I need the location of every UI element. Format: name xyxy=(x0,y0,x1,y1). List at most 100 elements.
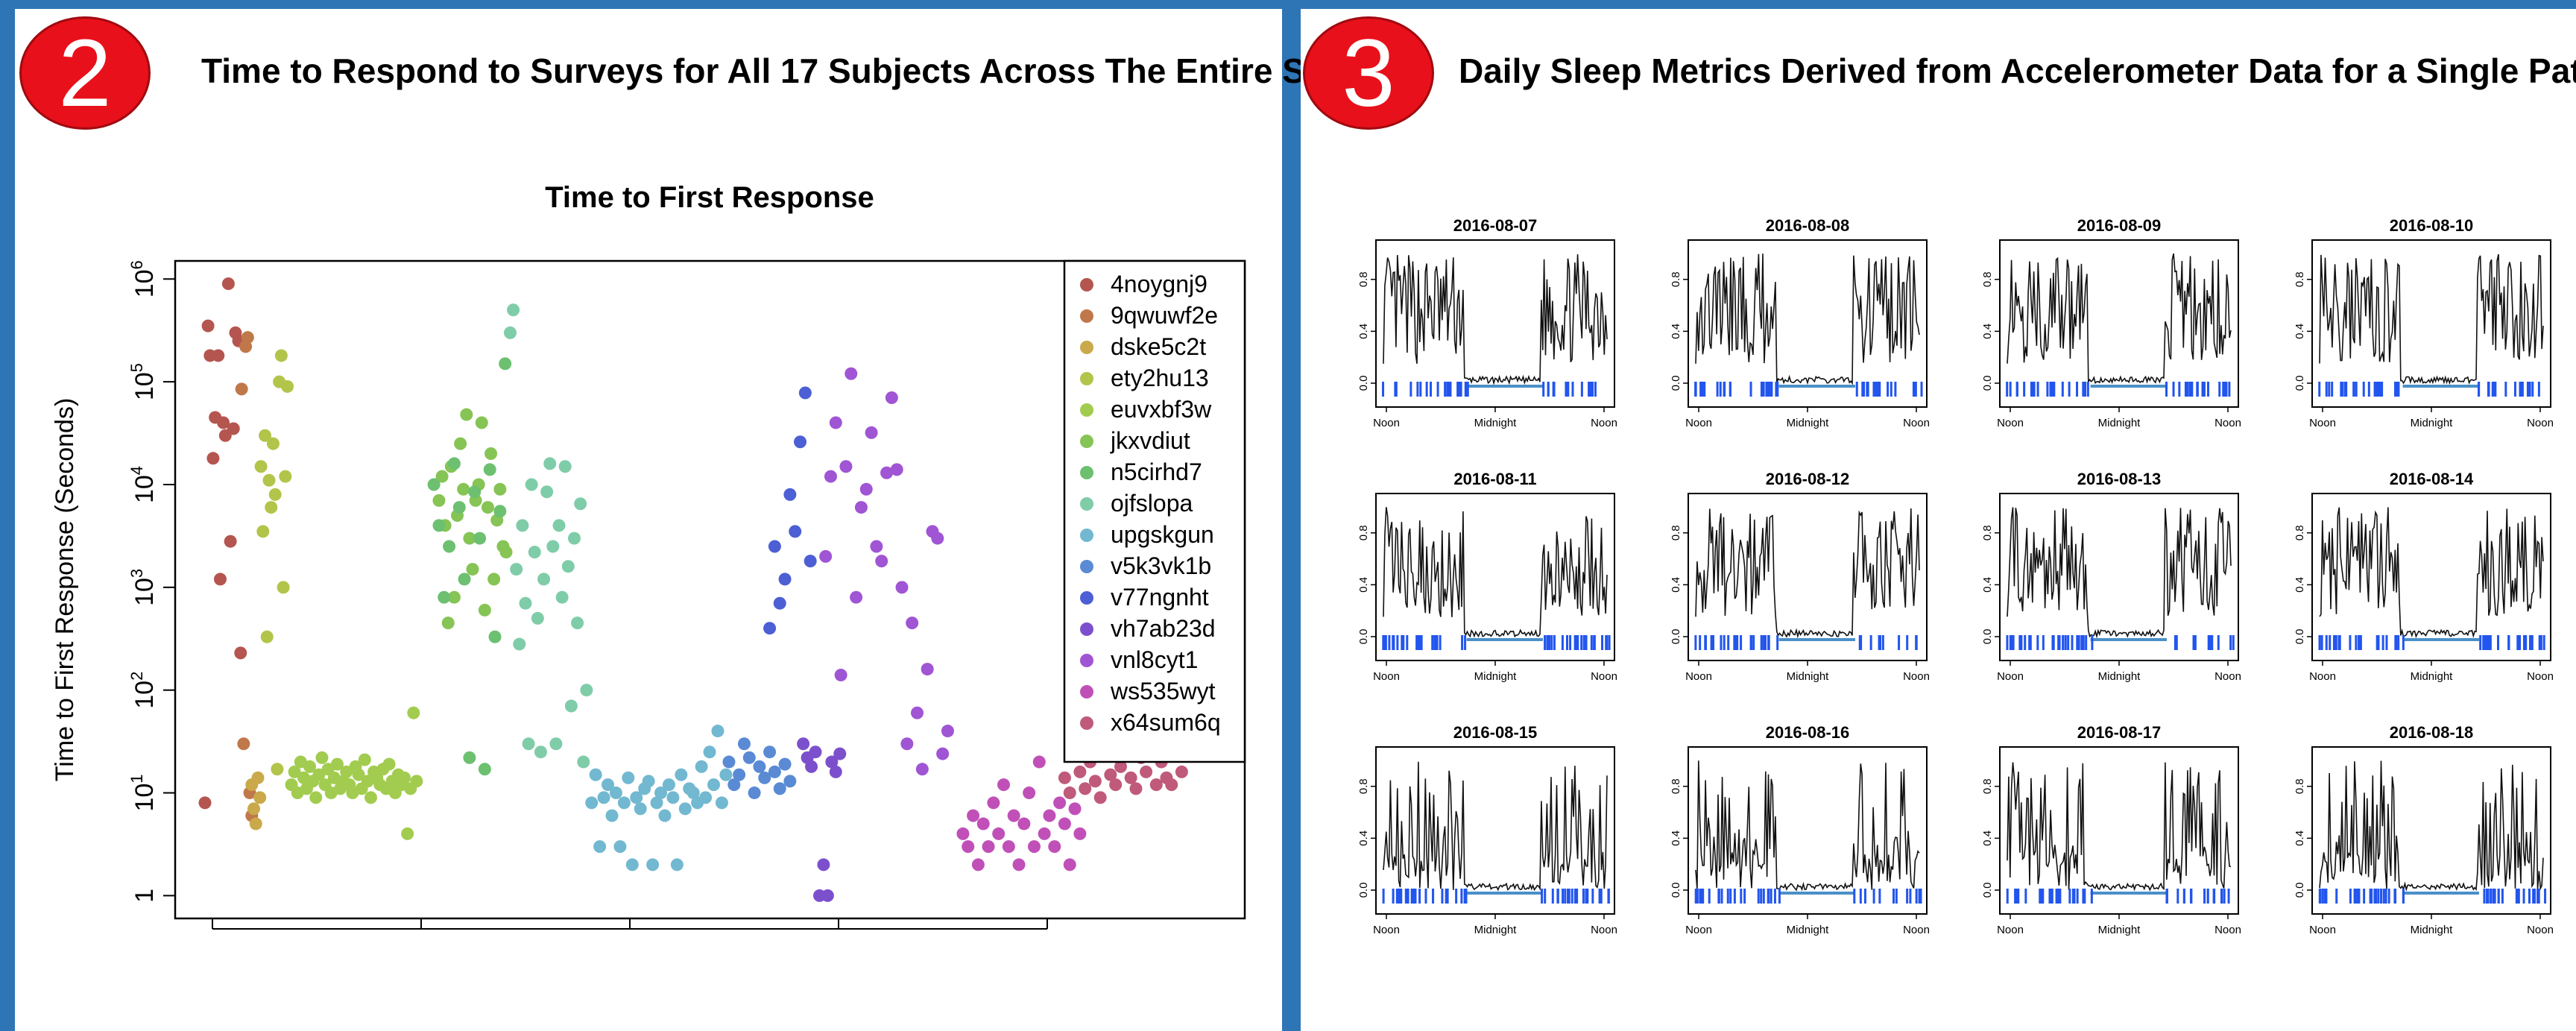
data-point xyxy=(585,796,599,810)
data-point xyxy=(277,581,290,594)
y-tick-label: 0.4 xyxy=(2294,324,2306,339)
activity-band-tick xyxy=(2223,889,2226,904)
legend-label: dske5c2t xyxy=(1111,333,1206,360)
activity-band-tick xyxy=(2377,635,2380,650)
legend-label: upgskgun xyxy=(1111,521,1214,548)
data-point xyxy=(956,827,970,840)
activity-band-tick xyxy=(2064,635,2067,650)
data-point xyxy=(528,546,541,559)
data-point xyxy=(454,437,467,450)
sleep-panel: 2016-08-10 0.0 0.4 0.8 Noon Midnight Noon xyxy=(2294,216,2554,429)
legend-label: 4noygnj9 xyxy=(1111,271,1208,297)
data-point xyxy=(609,786,622,800)
x-tick-label: Noon xyxy=(1373,417,1400,429)
data-point xyxy=(1043,809,1056,822)
activity-band-tick xyxy=(1720,635,1723,650)
activity-band-tick xyxy=(1425,382,1428,397)
activity-band-tick xyxy=(1582,635,1585,650)
data-point xyxy=(834,669,847,682)
activity-band-tick xyxy=(2335,889,2338,904)
activity-band-tick xyxy=(1396,635,1399,650)
x-tick-label: Midnight xyxy=(2411,924,2454,936)
activity-band-tick xyxy=(2190,889,2193,904)
data-point xyxy=(870,540,883,553)
activity-band-tick xyxy=(2017,889,2020,904)
activity-band-tick xyxy=(1743,889,1746,904)
activity-band-tick xyxy=(1541,889,1544,904)
activity-band-tick xyxy=(1915,889,1918,904)
activity-band-tick xyxy=(1881,635,1884,650)
data-point xyxy=(201,319,215,332)
data-point xyxy=(241,331,254,344)
activity-band-tick xyxy=(2518,635,2521,650)
panel-date-title: 2016-08-12 xyxy=(1766,470,1850,488)
legend-label: ojfslopa xyxy=(1111,490,1193,517)
activity-band-tick xyxy=(1593,635,1596,650)
data-point xyxy=(850,590,863,604)
x-tick-label: Midnight xyxy=(2411,417,2454,429)
data-point xyxy=(432,519,446,532)
sleep-panel: 2016-08-16 0.0 0.4 0.8 Noon Midnight Noon xyxy=(1670,723,1930,936)
activity-band-tick xyxy=(2051,889,2053,904)
y-tick-label: 0.0 xyxy=(1981,629,1994,645)
activity-band-tick xyxy=(2394,635,2397,650)
activity-band-tick xyxy=(1567,889,1570,904)
activity-band-tick xyxy=(2182,889,2185,904)
data-point xyxy=(410,775,423,788)
panel-frame xyxy=(2311,746,2551,915)
activity-band-tick xyxy=(1432,889,1435,904)
activity-band-tick xyxy=(1762,635,1765,650)
data-point xyxy=(510,563,523,576)
y-tick-label: 0.8 xyxy=(1357,271,1370,287)
activity-band-tick xyxy=(1394,382,1397,397)
y-tick-label: 0.4 xyxy=(1670,324,1682,339)
activity-band-tick xyxy=(2340,382,2343,397)
activity-band-tick xyxy=(1562,889,1565,904)
activity-band-tick xyxy=(2057,635,2060,650)
activity-band-tick xyxy=(2036,382,2039,397)
activity-band-tick xyxy=(2516,889,2519,904)
data-point xyxy=(911,706,924,719)
data-point xyxy=(1073,765,1087,778)
data-point xyxy=(1063,786,1076,800)
activity-band-tick xyxy=(1384,635,1387,650)
data-point xyxy=(1002,840,1015,854)
activity-band-tick xyxy=(1395,889,1398,904)
activity-band-tick xyxy=(1414,889,1417,904)
y-tick-label: 103 xyxy=(127,569,159,606)
x-tick-label: Noon xyxy=(2309,924,2336,936)
activity-band-tick xyxy=(1855,382,1858,397)
activity-band-tick xyxy=(1767,382,1770,397)
activity-band-tick xyxy=(1876,382,1879,397)
activity-band-tick xyxy=(1383,635,1386,650)
data-point xyxy=(711,725,724,738)
activity-band-tick xyxy=(1773,889,1776,904)
activity-band-tick xyxy=(2086,382,2089,397)
activity-band-tick xyxy=(1720,889,1723,904)
activity-band-tick xyxy=(1861,382,1864,397)
activity-band-tick xyxy=(2175,635,2178,650)
sleep-panel: 2016-08-09 0.0 0.4 0.8 Noon Midnight Noon xyxy=(1981,216,2241,429)
activity-band-tick xyxy=(1699,382,1702,397)
panel-date-title: 2016-08-11 xyxy=(1453,470,1536,488)
activity-band-tick xyxy=(2337,635,2340,650)
x-tick-label: Noon xyxy=(1903,924,1930,936)
data-point xyxy=(213,573,227,586)
activity-band-tick xyxy=(1568,889,1570,904)
data-point xyxy=(274,349,288,362)
activity-band-tick xyxy=(1444,382,1447,397)
activity-band-tick xyxy=(1694,635,1697,650)
data-point xyxy=(266,437,280,450)
activity-band-tick xyxy=(1465,889,1468,904)
activity-band-tick xyxy=(1776,635,1779,650)
data-point xyxy=(256,525,270,538)
activity-band-tick xyxy=(2029,635,2032,650)
activity-band-tick xyxy=(2485,635,2488,650)
data-point xyxy=(625,858,639,871)
activity-band-tick xyxy=(1586,889,1589,904)
data-point xyxy=(829,765,842,778)
activity-band-tick xyxy=(1446,889,1449,904)
activity-band-tick xyxy=(1894,382,1897,397)
data-point xyxy=(224,535,237,548)
activity-band-tick xyxy=(2320,635,2323,650)
